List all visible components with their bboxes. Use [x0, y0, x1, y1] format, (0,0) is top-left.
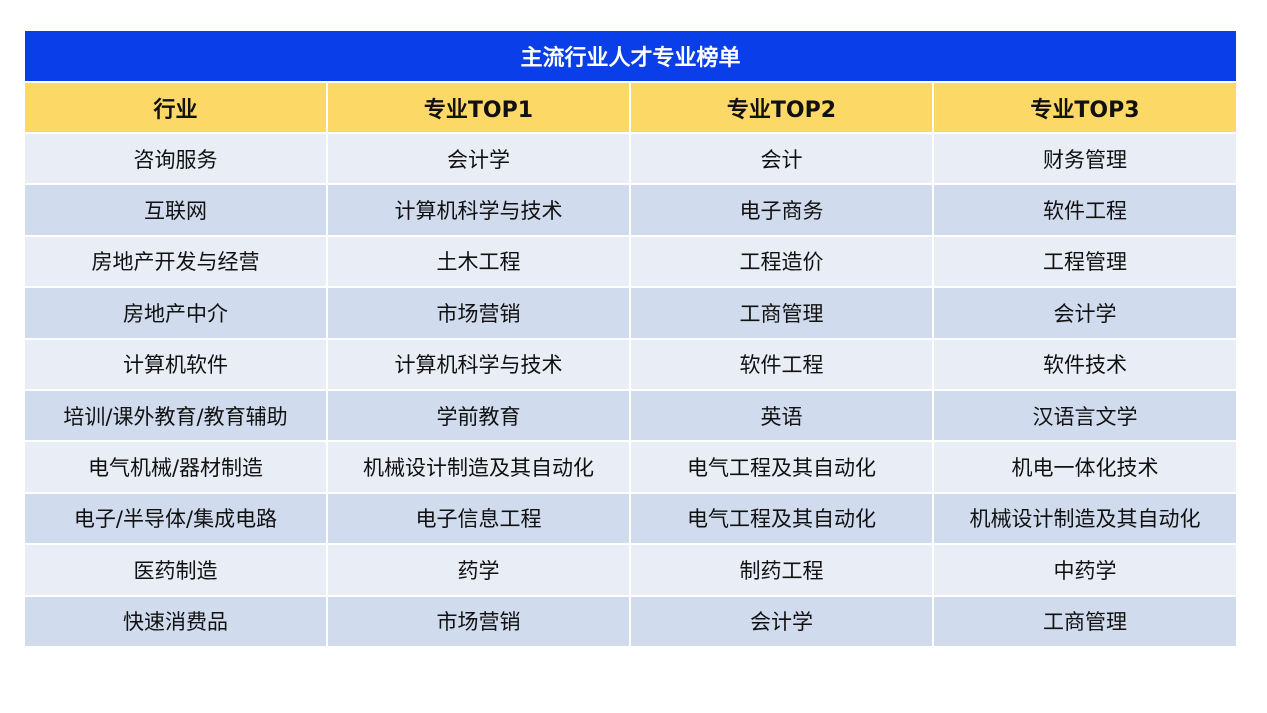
- cell-top3: 软件工程: [932, 183, 1236, 236]
- cell-top1: 药学: [326, 543, 631, 596]
- cell-industry: 医药制造: [25, 543, 328, 596]
- cell-top1: 计算机科学与技术: [326, 337, 631, 390]
- table-row: 医药制造 药学 制药工程 中药学: [25, 543, 1236, 596]
- table-header: 行业 专业TOP1 专业TOP2 专业TOP3: [25, 81, 1236, 133]
- cell-top2: 电气工程及其自动化: [629, 491, 934, 545]
- cell-industry: 电子/半导体/集成电路: [25, 491, 328, 545]
- ranking-table: 行业 专业TOP1 专业TOP2 专业TOP3 咨询服务 会计学 会计 财务管理…: [25, 81, 1236, 646]
- cell-top2: 会计: [629, 131, 934, 185]
- cell-top1: 学前教育: [326, 388, 631, 442]
- cell-industry: 快速消费品: [25, 594, 328, 646]
- table-row: 电气机械/器材制造 机械设计制造及其自动化 电气工程及其自动化 机电一体化技术: [25, 440, 1236, 493]
- cell-top3: 财务管理: [932, 131, 1236, 185]
- cell-top2: 英语: [629, 388, 934, 442]
- cell-top1: 市场营销: [326, 286, 631, 339]
- cell-top2: 电气工程及其自动化: [629, 440, 934, 493]
- cell-top3: 软件技术: [932, 337, 1236, 390]
- cell-top2: 软件工程: [629, 337, 934, 390]
- cell-industry: 房地产中介: [25, 286, 328, 339]
- cell-top1: 计算机科学与技术: [326, 183, 631, 236]
- cell-top2: 制药工程: [629, 543, 934, 596]
- cell-industry: 计算机软件: [25, 337, 328, 390]
- cell-top3: 机电一体化技术: [932, 440, 1236, 493]
- cell-top2: 会计学: [629, 594, 934, 646]
- header-top1: 专业TOP1: [326, 81, 631, 133]
- table-row: 互联网 计算机科学与技术 电子商务 软件工程: [25, 183, 1236, 236]
- table-title: 主流行业人才专业榜单: [25, 31, 1236, 81]
- cell-top3: 工程管理: [932, 234, 1236, 288]
- ranking-table-container: 主流行业人才专业榜单 行业 专业TOP1 专业TOP2 专业TOP3 咨询服务 …: [25, 31, 1236, 646]
- cell-top2: 工商管理: [629, 286, 934, 339]
- table-row: 计算机软件 计算机科学与技术 软件工程 软件技术: [25, 337, 1236, 390]
- cell-top1: 会计学: [326, 131, 631, 185]
- cell-top1: 土木工程: [326, 234, 631, 288]
- table-row: 培训/课外教育/教育辅助 学前教育 英语 汉语言文学: [25, 388, 1236, 442]
- cell-top3: 汉语言文学: [932, 388, 1236, 442]
- cell-industry: 房地产开发与经营: [25, 234, 328, 288]
- cell-industry: 电气机械/器材制造: [25, 440, 328, 493]
- cell-top1: 电子信息工程: [326, 491, 631, 545]
- header-top3: 专业TOP3: [932, 81, 1236, 133]
- cell-top1: 市场营销: [326, 594, 631, 646]
- cell-top3: 会计学: [932, 286, 1236, 339]
- cell-top3: 机械设计制造及其自动化: [932, 491, 1236, 545]
- table-body: 咨询服务 会计学 会计 财务管理 互联网 计算机科学与技术 电子商务 软件工程 …: [25, 131, 1236, 646]
- cell-industry: 互联网: [25, 183, 328, 236]
- cell-industry: 咨询服务: [25, 131, 328, 185]
- cell-top1: 机械设计制造及其自动化: [326, 440, 631, 493]
- table-row: 咨询服务 会计学 会计 财务管理: [25, 131, 1236, 185]
- cell-top3: 中药学: [932, 543, 1236, 596]
- cell-top2: 电子商务: [629, 183, 934, 236]
- table-row: 房地产开发与经营 土木工程 工程造价 工程管理: [25, 234, 1236, 288]
- header-row: 行业 专业TOP1 专业TOP2 专业TOP3: [25, 81, 1236, 133]
- cell-industry: 培训/课外教育/教育辅助: [25, 388, 328, 442]
- cell-top2: 工程造价: [629, 234, 934, 288]
- table-row: 房地产中介 市场营销 工商管理 会计学: [25, 286, 1236, 339]
- cell-top3: 工商管理: [932, 594, 1236, 646]
- header-industry: 行业: [25, 81, 328, 133]
- table-row: 快速消费品 市场营销 会计学 工商管理: [25, 594, 1236, 646]
- header-top2: 专业TOP2: [629, 81, 934, 133]
- table-row: 电子/半导体/集成电路 电子信息工程 电气工程及其自动化 机械设计制造及其自动化: [25, 491, 1236, 545]
